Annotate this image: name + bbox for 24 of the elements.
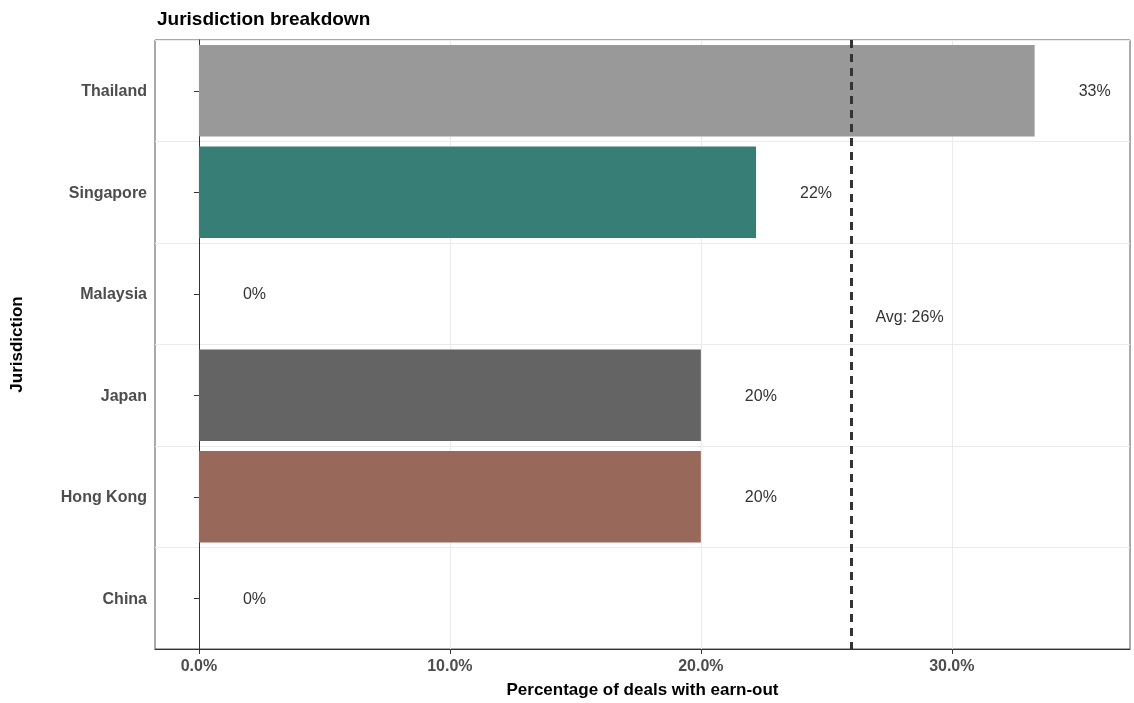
bar: [198, 349, 701, 441]
y-tick-label: China: [102, 589, 148, 607]
x-axis-title: Percentage of deals with earn-out: [506, 680, 779, 699]
y-tick-label: Singapore: [68, 183, 148, 201]
bar: [198, 146, 757, 238]
bar: [198, 451, 701, 543]
data-label: 0%: [242, 589, 267, 607]
x-tick-label: 20.0%: [678, 656, 724, 674]
ref-line-label: Avg: 26%: [875, 307, 944, 325]
data-label: 20%: [744, 386, 777, 404]
bar: [198, 45, 1035, 137]
y-tick-label: Thailand: [81, 82, 147, 100]
y-tick-label: Malaysia: [80, 285, 148, 303]
data-label: 20%: [744, 488, 777, 506]
data-label: 33%: [1078, 82, 1111, 100]
x-tick-label: 10.0%: [427, 656, 473, 674]
y-tick-label: Japan: [100, 386, 147, 404]
chart-title: Jurisdiction breakdown: [157, 8, 371, 29]
y-tick-label: Hong Kong: [60, 488, 147, 506]
data-label: 0%: [242, 285, 267, 303]
x-tick-label: 30.0%: [929, 656, 975, 674]
y-axis-title: Jurisdiction: [7, 296, 26, 393]
data-label: 22%: [800, 183, 833, 201]
x-tick-label: 0.0%: [180, 656, 218, 674]
